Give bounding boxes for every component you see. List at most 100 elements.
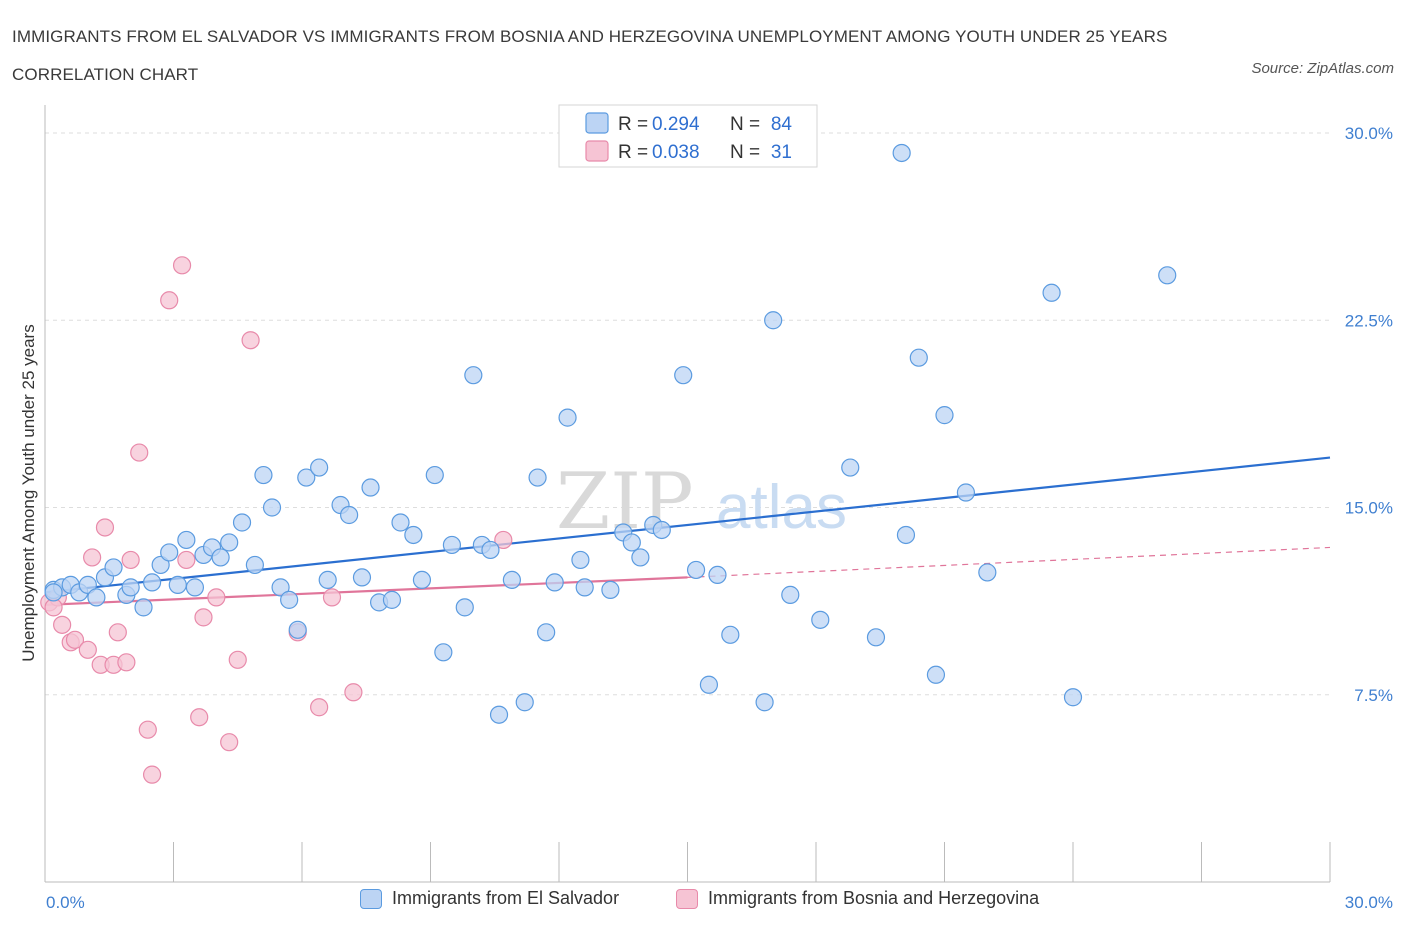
point-el-salvador <box>489 705 509 724</box>
point-el-salvador <box>841 458 860 477</box>
point-el-salvador <box>601 580 620 599</box>
point-el-salvador <box>262 498 282 517</box>
point-el-salvador <box>502 570 521 590</box>
point-el-salvador <box>232 513 252 532</box>
point-el-salvador <box>254 465 273 485</box>
point-el-salvador <box>220 533 239 552</box>
point-el-salvador <box>575 578 594 597</box>
point-el-salvador <box>104 558 123 577</box>
point-bosnia <box>142 765 162 784</box>
legend-r-value: 0.294 <box>652 114 700 135</box>
point-el-salvador <box>245 555 264 575</box>
trend-extension-bosnia <box>687 546 1331 579</box>
point-bosnia <box>108 623 127 642</box>
point-bosnia <box>83 548 102 567</box>
bottom-legend: Immigrants from El Salvador Immigrants f… <box>0 888 1406 918</box>
point-el-salvador <box>956 483 976 502</box>
point-el-salvador <box>442 535 462 555</box>
point-el-salvador <box>781 585 800 604</box>
y-tick-label: 30.0% <box>1345 124 1393 143</box>
point-bosnia <box>322 588 342 607</box>
legend-item-el-salvador[interactable]: Immigrants from El Salvador <box>360 888 619 909</box>
axes <box>44 105 1331 883</box>
point-el-salvador <box>44 583 63 602</box>
watermark-atlas: atlas <box>716 473 847 542</box>
point-el-salvador <box>151 555 170 575</box>
point-el-salvador <box>185 578 205 597</box>
grid-lines <box>45 132 1330 696</box>
point-el-salvador <box>674 366 693 385</box>
point-bosnia <box>78 640 97 659</box>
point-bosnia <box>344 683 363 702</box>
point-el-salvador <box>280 590 299 609</box>
legend-r-label: R = <box>618 142 648 163</box>
point-bosnia <box>130 443 149 462</box>
point-el-salvador <box>271 578 290 597</box>
point-bosnia <box>241 331 260 350</box>
y-axis-title: Unemployment Among Youth under 25 years <box>19 324 38 661</box>
point-el-salvador <box>686 560 706 580</box>
point-bosnia <box>228 650 247 669</box>
point-el-salvador <box>87 588 106 607</box>
point-bosnia <box>494 530 513 550</box>
point-el-salvador <box>935 406 954 425</box>
point-el-salvador <box>528 468 547 487</box>
point-el-salvador <box>434 643 453 662</box>
point-el-salvador <box>764 311 783 330</box>
point-el-salvador <box>310 458 329 477</box>
point-el-salvador <box>866 628 886 647</box>
point-el-salvador <box>404 525 423 545</box>
point-el-salvador <box>909 348 928 367</box>
point-bosnia <box>177 550 196 570</box>
point-bosnia <box>138 720 157 739</box>
point-el-salvador <box>978 563 997 582</box>
point-el-salvador <box>755 693 774 712</box>
point-bosnia <box>194 608 213 627</box>
point-el-salvador <box>134 598 153 617</box>
point-el-salvador <box>896 525 916 545</box>
legend-n-value: 31 <box>771 142 792 163</box>
point-bosnia <box>310 698 329 717</box>
x-tick-label: 30.0% <box>1345 893 1393 912</box>
point-bosnia <box>53 615 72 634</box>
point-el-salvador <box>464 366 483 385</box>
chart-title: IMMIGRANTS FROM EL SALVADOR VS IMMIGRANT… <box>12 27 1168 84</box>
point-el-salvador <box>545 573 564 592</box>
legend-n-value: 84 <box>771 114 793 135</box>
point-bosnia <box>65 630 85 649</box>
point-el-salvador <box>1042 283 1061 302</box>
point-el-salvador <box>391 513 410 532</box>
point-el-salvador <box>382 590 402 609</box>
legend-item-bosnia[interactable]: Immigrants from Bosnia and Herzegovina <box>676 888 1039 909</box>
point-bosnia <box>95 518 115 537</box>
point-bosnia <box>220 733 239 752</box>
legend-box: R = 0.294 N = 84 R = 0.038 N = 31 <box>558 104 818 168</box>
point-el-salvador <box>168 575 187 594</box>
point-el-salvador <box>892 143 911 163</box>
y-tick-label: 7.5% <box>1354 686 1393 705</box>
point-el-salvador <box>177 530 196 550</box>
point-el-salvador <box>515 693 534 712</box>
point-bosnia <box>190 708 209 727</box>
point-el-salvador <box>1158 266 1177 285</box>
point-el-salvador <box>121 578 140 597</box>
legend-r-label: R = <box>618 114 648 135</box>
legend-n-label: N = <box>730 114 760 135</box>
point-bosnia <box>160 291 179 310</box>
data-points <box>40 143 1177 784</box>
legend-swatch <box>585 112 609 134</box>
point-el-salvador <box>558 408 577 427</box>
point-el-salvador <box>340 505 359 525</box>
point-el-salvador <box>699 675 719 694</box>
point-bosnia <box>207 588 226 607</box>
point-el-salvador <box>652 520 671 540</box>
point-el-salvador <box>142 573 162 592</box>
tick-labels: 7.5% 15.0% 22.5% 30.0% 0.0% 30.0% <box>46 124 1393 912</box>
point-el-salvador <box>571 550 590 570</box>
point-el-salvador <box>361 478 380 497</box>
point-el-salvador <box>211 548 230 567</box>
point-el-salvador <box>708 565 727 585</box>
y-tick-label: 15.0% <box>1345 499 1393 518</box>
legend-label-el-salvador: Immigrants from El Salvador <box>392 888 620 908</box>
